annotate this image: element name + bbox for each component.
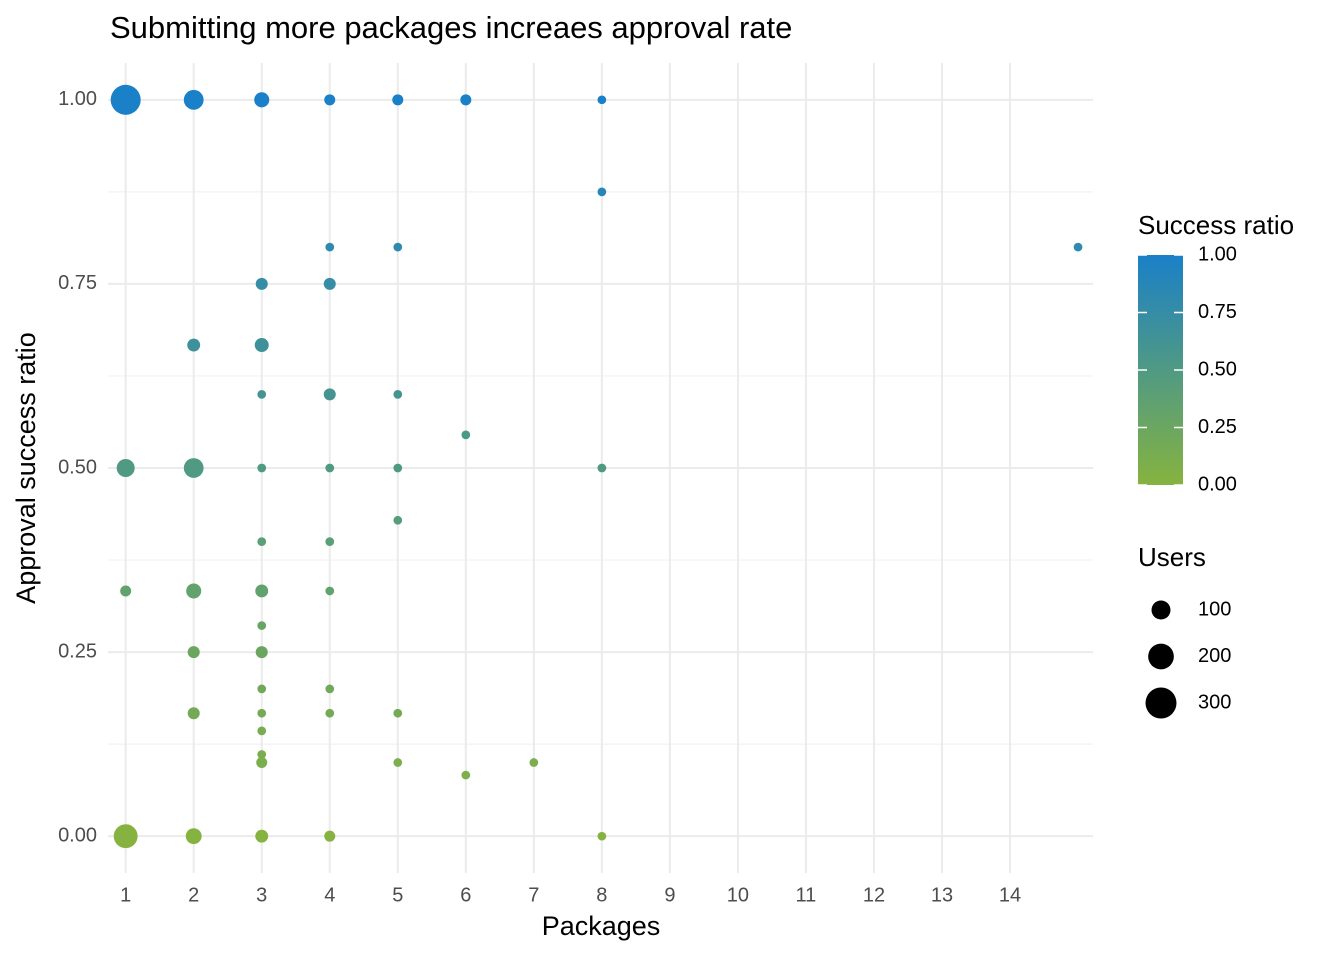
point xyxy=(116,458,135,478)
point xyxy=(257,684,267,694)
point xyxy=(393,708,403,718)
color-legend-label: 0.25 xyxy=(1198,416,1237,438)
point xyxy=(392,94,404,106)
color-legend-label: 0.75 xyxy=(1198,301,1237,323)
point xyxy=(257,537,267,546)
point xyxy=(393,758,403,767)
point xyxy=(254,92,270,108)
point xyxy=(393,242,403,252)
chart-title: Submitting more packages increaes approv… xyxy=(110,10,792,45)
point xyxy=(185,828,202,845)
point xyxy=(110,84,141,115)
size-legend-label: 200 xyxy=(1198,645,1231,667)
x-tick-label: 10 xyxy=(727,884,749,906)
x-tick-label: 5 xyxy=(392,884,403,906)
color-legend-label: 1.00 xyxy=(1198,243,1237,265)
point xyxy=(461,770,471,780)
x-tick-label: 11 xyxy=(796,884,817,906)
size-legend-title: Users xyxy=(1138,542,1206,572)
point xyxy=(323,277,336,290)
point xyxy=(257,750,267,759)
point xyxy=(461,430,471,440)
y-tick-label: 0.25 xyxy=(58,640,97,662)
point xyxy=(597,831,607,841)
point xyxy=(257,621,267,630)
color-legend-title: Success ratio xyxy=(1138,210,1294,240)
point xyxy=(393,515,403,525)
x-tick-label: 8 xyxy=(596,884,607,906)
point xyxy=(257,726,267,736)
point xyxy=(325,463,335,473)
x-tick-label: 7 xyxy=(528,884,539,906)
point xyxy=(187,646,200,659)
point xyxy=(256,757,268,769)
point xyxy=(325,586,335,596)
point xyxy=(325,537,335,546)
point xyxy=(1073,242,1083,252)
y-tick-label: 0.75 xyxy=(58,272,97,294)
size-legend-label: 300 xyxy=(1198,691,1231,713)
point xyxy=(393,463,403,473)
x-tick-label: 9 xyxy=(664,884,675,906)
point xyxy=(325,242,335,252)
point xyxy=(255,646,268,659)
point xyxy=(597,187,607,197)
point xyxy=(324,830,336,842)
x-tick-label: 3 xyxy=(256,884,267,906)
point xyxy=(393,390,403,399)
x-tick-label: 14 xyxy=(999,884,1021,906)
point xyxy=(325,708,335,718)
point xyxy=(255,584,269,598)
point xyxy=(529,758,539,767)
point xyxy=(255,829,269,843)
point xyxy=(120,585,132,597)
point xyxy=(187,338,201,352)
color-legend-label: 0.00 xyxy=(1198,473,1237,495)
y-tick-label: 0.00 xyxy=(58,824,97,846)
x-tick-label: 2 xyxy=(188,884,199,906)
point xyxy=(597,463,607,473)
point xyxy=(113,824,138,849)
y-tick-label: 1.00 xyxy=(58,88,97,110)
x-tick-label: 12 xyxy=(863,884,885,906)
point xyxy=(183,458,204,478)
points xyxy=(110,84,1083,849)
y-axis-title: Approval success ratio xyxy=(11,332,41,604)
point xyxy=(254,338,269,353)
x-tick-label: 6 xyxy=(460,884,471,906)
size-legend-key xyxy=(1148,643,1174,670)
point xyxy=(597,95,607,105)
point xyxy=(257,390,267,399)
point xyxy=(255,277,268,290)
point xyxy=(187,707,200,720)
color-legend-label: 0.50 xyxy=(1198,358,1237,380)
y-tick-label: 0.50 xyxy=(58,456,97,478)
point xyxy=(325,684,335,694)
size-legend-key xyxy=(1151,600,1171,620)
point xyxy=(323,388,336,401)
point xyxy=(257,708,267,718)
point xyxy=(183,89,204,110)
point xyxy=(257,463,267,473)
x-tick-label: 1 xyxy=(120,884,131,906)
x-tick-label: 4 xyxy=(324,884,335,906)
point xyxy=(324,94,336,106)
point xyxy=(460,94,472,106)
point xyxy=(186,583,202,599)
size-legend-key xyxy=(1145,687,1177,719)
x-axis-title: Packages xyxy=(542,911,661,941)
size-legend-label: 100 xyxy=(1198,598,1231,620)
x-tick-label: 13 xyxy=(931,884,953,906)
